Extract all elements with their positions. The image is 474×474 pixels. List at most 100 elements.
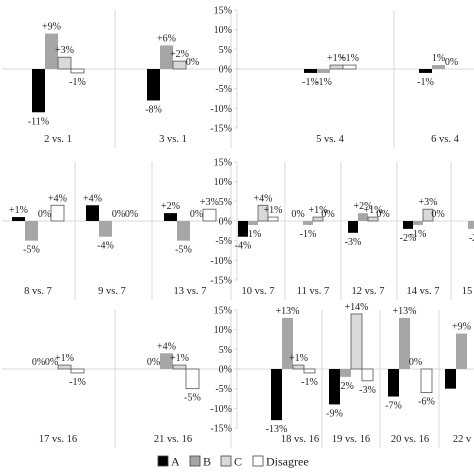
bar-b-5-vs-4 xyxy=(317,69,330,73)
data-label: +6% xyxy=(157,33,176,44)
category-label: 17 vs. 16 xyxy=(39,434,77,445)
data-label: 1% xyxy=(432,53,445,64)
data-label: -1% xyxy=(245,229,262,240)
bar-a-9-vs-7 xyxy=(86,205,99,221)
legend-swatch-b xyxy=(189,455,201,467)
y-tick-label: -5% xyxy=(215,384,232,395)
bar-disagree-19-vs-16 xyxy=(361,368,374,382)
data-label: 0% xyxy=(32,357,45,368)
category-label: 21 vs. 16 xyxy=(154,434,192,445)
data-label: +13% xyxy=(276,306,300,317)
bar-b-11-vs-7 xyxy=(303,221,313,225)
legend-label-b: B xyxy=(203,455,211,469)
bar-a-22-v xyxy=(445,369,456,389)
chart-panel-6: 15% 10% 5% 0% -5% -10% -15% -13% +13% +1% -1% 18 vs… xyxy=(210,302,474,448)
y-tick-label: -5% xyxy=(215,84,232,95)
data-label: -1% xyxy=(315,77,332,88)
data-label: -9% xyxy=(326,408,343,419)
bar-a-8-vs-7 xyxy=(12,217,25,221)
legend-label-disagree: Disagree xyxy=(266,455,309,469)
bar-a-3-vs-1 xyxy=(147,69,160,101)
category-label: 2 vs. 1 xyxy=(44,134,72,145)
bar-a-5-vs-4 xyxy=(304,69,317,73)
y-tick-label: 5% xyxy=(219,45,232,56)
category-label: 3 vs. 1 xyxy=(159,134,187,145)
bar-a-19-vs-16 xyxy=(329,369,340,405)
data-label: +1% xyxy=(327,53,346,64)
data-label: +1% xyxy=(309,205,328,216)
data-label: +1% xyxy=(264,205,283,216)
bar-a-20-vs-16 xyxy=(388,369,399,397)
bar-b-22-v xyxy=(456,333,467,369)
data-label: +3% xyxy=(200,197,219,208)
bar-disagree-5-vs-4 xyxy=(342,64,357,70)
data-label: -4% xyxy=(235,241,252,252)
chart-panel-1: -11%+9%+3%-1%2 vs. 1-8%+6%+2%0%3 vs. 1 xyxy=(2,10,232,148)
data-label: -1% xyxy=(410,229,427,240)
data-label: +2% xyxy=(354,201,373,212)
data-label: -3% xyxy=(359,385,376,396)
data-label: -1% xyxy=(69,77,86,88)
data-label: 0% xyxy=(45,357,58,368)
category-label: 8 vs. 7 xyxy=(24,286,52,297)
bar-b-21-vs-16 xyxy=(160,353,173,369)
category-label: 22 v xyxy=(453,434,472,445)
data-label: +3% xyxy=(419,197,438,208)
data-label: -8% xyxy=(145,104,162,115)
data-label: +1% xyxy=(364,205,383,216)
bar-b-12-vs-7 xyxy=(358,213,368,221)
data-label: -3% xyxy=(345,237,362,248)
category-label: 14 vs. 7 xyxy=(407,286,440,297)
legend-swatch-c xyxy=(220,455,232,467)
bar-disagree-8-vs-7 xyxy=(50,204,65,222)
category-label: 13 vs. 7 xyxy=(174,286,207,297)
data-label: 0% xyxy=(291,209,304,220)
data-label: 0% xyxy=(125,209,138,220)
bar-a-6-vs-4 xyxy=(419,69,432,73)
category-label: 15 xyxy=(462,286,473,297)
legend-label-c: C xyxy=(234,455,242,469)
data-label: -2 xyxy=(469,233,474,244)
bar-a-10-vs-7 xyxy=(238,221,248,237)
bar-c-17-vs-16 xyxy=(57,364,72,370)
bar-b-20-vs-16 xyxy=(399,317,410,369)
y-tick-label: -10% xyxy=(210,104,232,115)
data-label: +14% xyxy=(345,302,369,313)
data-label: +1% xyxy=(340,53,359,64)
bar-disagree-10-vs-7 xyxy=(267,216,279,222)
legend: A B C Disagree xyxy=(157,455,309,469)
category-label: 11 vs. 7 xyxy=(297,286,330,297)
bar-c-10-vs-7 xyxy=(257,204,269,222)
data-label: -1% xyxy=(301,377,318,388)
bar-b-18-vs-16 xyxy=(282,317,293,369)
legend-label-a: A xyxy=(171,455,180,469)
category-label: 5 vs. 4 xyxy=(316,134,344,145)
y-tick-label: 10% xyxy=(214,25,232,36)
y-tick-label: 15% xyxy=(214,306,232,317)
bar-a-18-vs-16 xyxy=(271,369,282,421)
data-label: -13% xyxy=(266,424,288,435)
y-tick-label: -15% xyxy=(210,124,232,135)
data-label: -4% xyxy=(97,241,114,252)
bar-disagree-20-vs-16 xyxy=(420,368,433,394)
bar-c-2-vs-1 xyxy=(57,56,72,70)
bar-c-19-vs-16 xyxy=(350,313,363,370)
category-label: 20 vs. 16 xyxy=(391,434,429,445)
category-label: 12 vs. 7 xyxy=(352,286,385,297)
bar-c-12-vs-7 xyxy=(367,216,379,222)
data-label: +4% xyxy=(48,193,67,204)
data-label: +9% xyxy=(42,22,61,33)
data-label: 0% xyxy=(431,209,444,220)
data-label: 0% xyxy=(186,57,199,68)
bar-c-18-vs-16 xyxy=(292,364,305,370)
data-label: -1% xyxy=(300,229,317,240)
data-label: +4% xyxy=(157,341,176,352)
bar-disagree-2-vs-1 xyxy=(70,68,85,74)
data-label: -5% xyxy=(23,245,40,256)
data-label: 0% xyxy=(445,57,458,68)
data-label: -2% xyxy=(400,233,417,244)
data-label: -6% xyxy=(418,397,435,408)
bar-a-13-vs-7 xyxy=(164,213,177,221)
category-label: 10 vs. 7 xyxy=(242,286,275,297)
